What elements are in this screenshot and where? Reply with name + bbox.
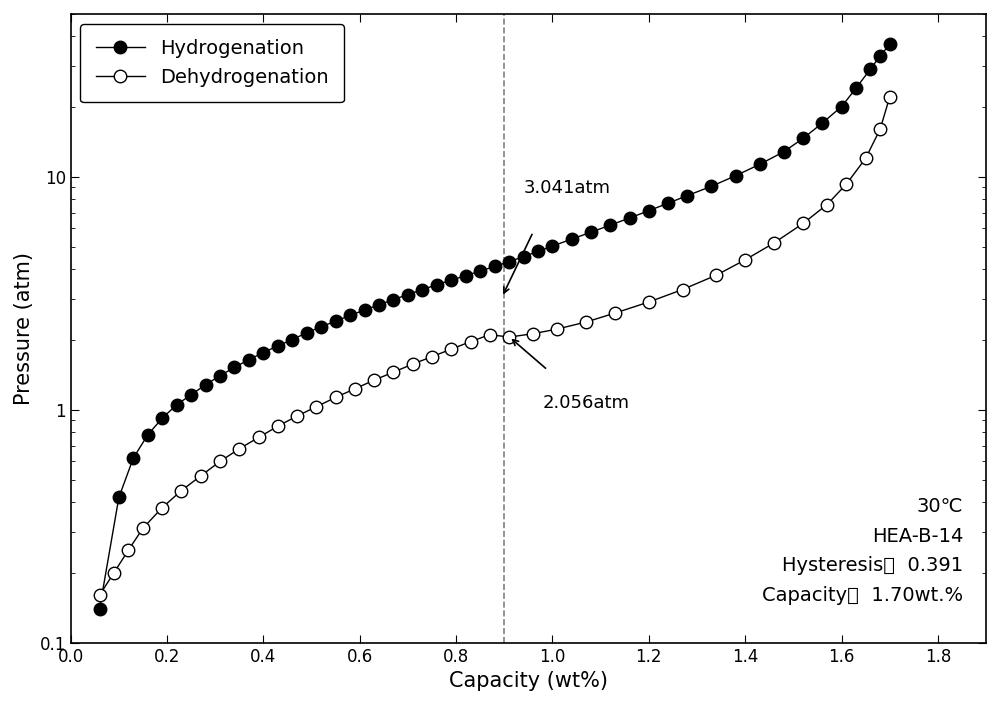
- Hydrogenation: [705, 182, 717, 190]
- Dehydrogenation: [291, 412, 303, 420]
- Dehydrogenation: [874, 125, 886, 133]
- Hydrogenation: [754, 160, 766, 168]
- Hydrogenation: [373, 300, 385, 309]
- Dehydrogenation: [609, 309, 621, 317]
- Hydrogenation: [474, 266, 486, 275]
- Line: Hydrogenation: Hydrogenation: [93, 38, 896, 615]
- Hydrogenation: [864, 65, 876, 73]
- Legend: Hydrogenation, Dehydrogenation: Hydrogenation, Dehydrogenation: [80, 23, 344, 102]
- Dehydrogenation: [122, 546, 134, 554]
- Dehydrogenation: [195, 472, 207, 480]
- Text: 30℃
HEA-B-14
Hysteresis：  0.391
Capacity：  1.70wt.%: 30℃ HEA-B-14 Hysteresis： 0.391 Capacity：…: [762, 498, 963, 605]
- Dehydrogenation: [175, 486, 187, 495]
- Hydrogenation: [460, 271, 472, 280]
- Hydrogenation: [243, 355, 255, 364]
- Hydrogenation: [730, 171, 742, 180]
- Dehydrogenation: [387, 368, 399, 376]
- Hydrogenation: [518, 252, 530, 261]
- Hydrogenation: [402, 290, 414, 299]
- Dehydrogenation: [527, 329, 539, 338]
- Hydrogenation: [301, 329, 313, 337]
- Hydrogenation: [185, 391, 197, 399]
- Dehydrogenation: [108, 568, 120, 577]
- Dehydrogenation: [330, 393, 342, 402]
- Hydrogenation: [445, 276, 457, 284]
- Dehydrogenation: [860, 154, 872, 163]
- Dehydrogenation: [272, 422, 284, 430]
- Hydrogenation: [532, 247, 544, 256]
- Hydrogenation: [257, 348, 269, 357]
- X-axis label: Capacity (wt%): Capacity (wt%): [449, 671, 608, 691]
- Hydrogenation: [643, 207, 655, 215]
- Dehydrogenation: [768, 239, 780, 247]
- Dehydrogenation: [349, 384, 361, 393]
- Hydrogenation: [778, 147, 790, 156]
- Dehydrogenation: [465, 338, 477, 346]
- Dehydrogenation: [884, 93, 896, 102]
- Hydrogenation: [546, 242, 558, 250]
- Dehydrogenation: [407, 360, 419, 368]
- Dehydrogenation: [710, 271, 722, 279]
- Dehydrogenation: [214, 457, 226, 465]
- Dehydrogenation: [156, 503, 168, 512]
- Hydrogenation: [113, 493, 125, 502]
- Hydrogenation: [286, 336, 298, 344]
- Line: Dehydrogenation: Dehydrogenation: [93, 91, 896, 601]
- Hydrogenation: [330, 317, 342, 326]
- Hydrogenation: [344, 311, 356, 319]
- Dehydrogenation: [368, 376, 380, 384]
- Dehydrogenation: [643, 298, 655, 306]
- Dehydrogenation: [484, 331, 496, 339]
- Dehydrogenation: [580, 318, 592, 326]
- Y-axis label: Pressure (atm): Pressure (atm): [14, 252, 34, 405]
- Dehydrogenation: [310, 403, 322, 411]
- Hydrogenation: [850, 84, 862, 92]
- Hydrogenation: [228, 363, 240, 372]
- Hydrogenation: [624, 214, 636, 222]
- Hydrogenation: [359, 306, 371, 314]
- Dehydrogenation: [233, 445, 245, 453]
- Hydrogenation: [200, 381, 212, 389]
- Hydrogenation: [503, 257, 515, 266]
- Hydrogenation: [315, 323, 327, 331]
- Hydrogenation: [604, 221, 616, 229]
- Hydrogenation: [214, 372, 226, 380]
- Hydrogenation: [416, 286, 428, 294]
- Hydrogenation: [431, 281, 443, 289]
- Dehydrogenation: [677, 286, 689, 294]
- Hydrogenation: [142, 431, 154, 439]
- Dehydrogenation: [503, 333, 515, 341]
- Dehydrogenation: [840, 180, 852, 188]
- Hydrogenation: [272, 342, 284, 350]
- Hydrogenation: [127, 454, 139, 462]
- Hydrogenation: [387, 295, 399, 304]
- Dehydrogenation: [739, 256, 751, 264]
- Dehydrogenation: [94, 591, 106, 599]
- Hydrogenation: [585, 228, 597, 236]
- Hydrogenation: [566, 235, 578, 243]
- Hydrogenation: [171, 400, 183, 409]
- Hydrogenation: [489, 262, 501, 271]
- Hydrogenation: [662, 199, 674, 207]
- Hydrogenation: [156, 414, 168, 422]
- Dehydrogenation: [253, 434, 265, 442]
- Hydrogenation: [836, 102, 848, 111]
- Hydrogenation: [681, 191, 693, 200]
- Dehydrogenation: [445, 345, 457, 353]
- Text: 3.041atm: 3.041atm: [524, 178, 611, 197]
- Dehydrogenation: [797, 219, 809, 228]
- Hydrogenation: [874, 51, 886, 60]
- Hydrogenation: [884, 40, 896, 49]
- Dehydrogenation: [821, 200, 833, 209]
- Dehydrogenation: [426, 352, 438, 361]
- Dehydrogenation: [551, 325, 563, 333]
- Hydrogenation: [94, 604, 106, 613]
- Dehydrogenation: [137, 524, 149, 532]
- Text: 2.056atm: 2.056atm: [543, 394, 630, 412]
- Hydrogenation: [816, 119, 828, 128]
- Hydrogenation: [797, 134, 809, 142]
